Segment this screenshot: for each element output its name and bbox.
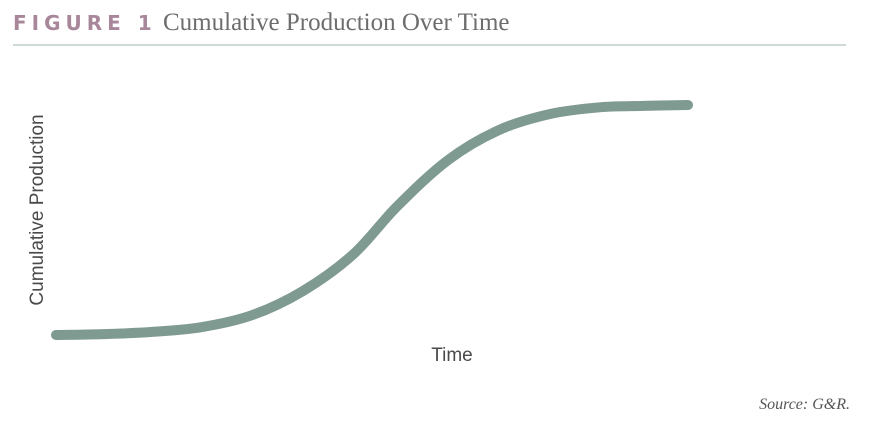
- x-axis-label: Time: [431, 345, 473, 366]
- chart-title: Cumulative Production Over Time: [163, 9, 510, 36]
- y-axis-label: Cumulative Production: [27, 114, 48, 305]
- source-note: Source: G&R.: [759, 396, 850, 413]
- series-line: [51, 100, 693, 340]
- figure-label: FIGURE 1: [13, 11, 157, 35]
